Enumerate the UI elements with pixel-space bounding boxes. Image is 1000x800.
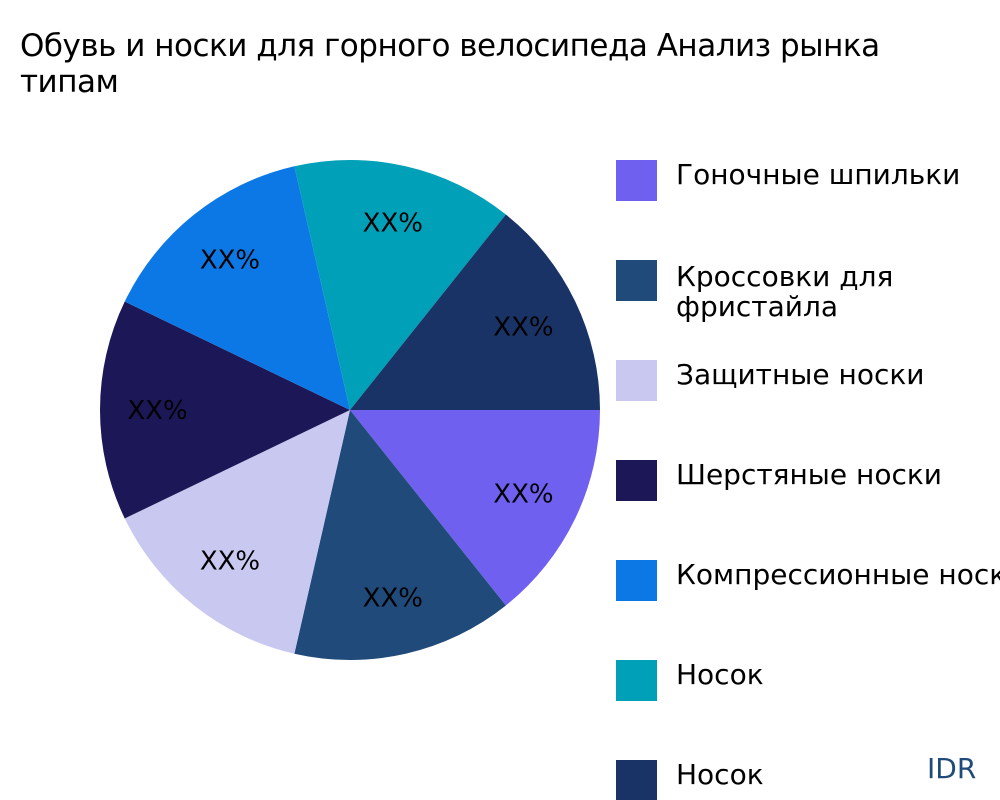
- pie-slice: [100, 301, 350, 519]
- pie-data-label: XX%: [493, 480, 553, 510]
- legend-swatch: [616, 660, 657, 701]
- legend-swatch: [616, 560, 657, 601]
- legend-label: Компрессионные носки: [676, 558, 1000, 591]
- chart-title: Обувь и носки для горного велосипеда Ана…: [20, 28, 1000, 100]
- idr-watermark: IDR: [927, 752, 977, 785]
- pie-data-label: XX%: [363, 584, 423, 614]
- legend-swatch: [616, 360, 657, 401]
- legend-item: Носок: [616, 760, 1000, 800]
- legend-label: Защитные носки: [676, 358, 925, 391]
- pie-slice: [350, 410, 600, 606]
- pie-data-label: XX%: [363, 208, 423, 238]
- legend-label: Носок: [676, 658, 764, 691]
- legend-swatch: [616, 260, 657, 301]
- legend-item: Кроссовки для фристайла: [616, 260, 1000, 323]
- pie-slice: [294, 159, 506, 410]
- pie-data-label: XX%: [200, 547, 260, 577]
- legend-swatch: [616, 760, 657, 800]
- legend-swatch: [616, 160, 657, 201]
- pie-data-label: XX%: [200, 245, 260, 275]
- pie-slice: [350, 214, 600, 410]
- legend-item: Компрессионные носки: [616, 560, 1000, 620]
- legend-label: Гоночные шпильки: [676, 160, 961, 191]
- legend-item: Носок: [616, 660, 1000, 720]
- legend: Гоночные шпильки Кроссовки для фристайла З…: [616, 160, 1000, 800]
- chart-title-line-1: Обувь и носки для горного велосипеда Ана…: [20, 28, 880, 64]
- pie-slice: [124, 166, 350, 410]
- pie-data-label: XX%: [127, 396, 187, 426]
- legend-swatch: [616, 460, 657, 501]
- pie-slice: [294, 410, 506, 661]
- legend-label: Шерстяные носки: [676, 458, 942, 491]
- legend-item: Шерстяные носки: [616, 460, 1000, 520]
- pie-slice: [124, 410, 350, 654]
- legend-item: Гоночные шпильки: [616, 160, 1000, 220]
- pie-data-label: XX%: [493, 312, 553, 342]
- legend-item: Защитные носки: [616, 360, 1000, 420]
- legend-label: Носок: [676, 758, 764, 791]
- chart-title-line-2: типам: [20, 64, 119, 100]
- legend-label: Кроссовки для фристайла: [676, 260, 894, 323]
